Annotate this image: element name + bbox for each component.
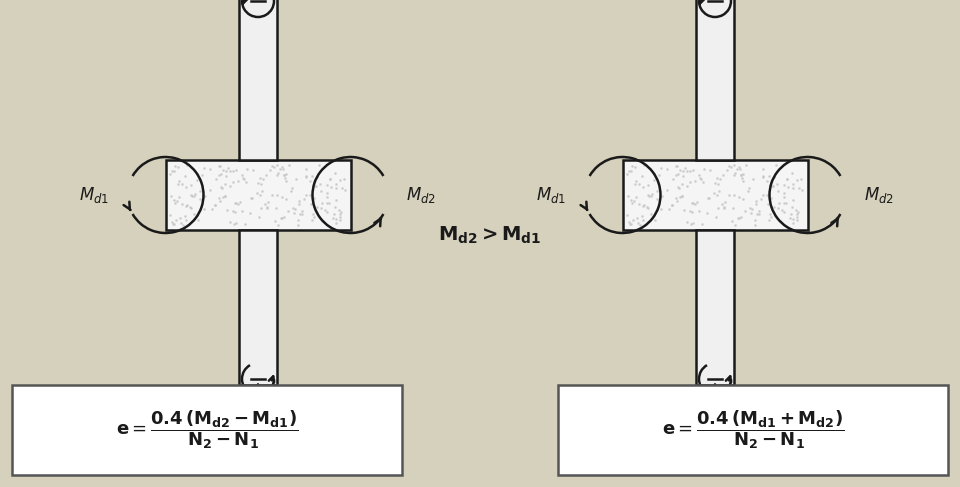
- Bar: [239, 230, 277, 385]
- Bar: [622, 160, 807, 230]
- Bar: [239, 0, 277, 160]
- Bar: [696, 0, 734, 160]
- Text: $N_2$: $N_2$: [723, 432, 742, 450]
- Text: $M_{d1}$: $M_{d1}$: [80, 185, 109, 205]
- Bar: [165, 160, 350, 230]
- Text: $N_2$: $N_2$: [266, 432, 285, 450]
- Text: $\mathbf{e} = \dfrac{\mathbf{0.4\,(M_{d2}-M_{d1})}}{\mathbf{N_2-N_1}}$: $\mathbf{e} = \dfrac{\mathbf{0.4\,(M_{d2…: [116, 409, 299, 451]
- Text: $\mathbf{e} = \dfrac{\mathbf{0.4\,(M_{d1}+M_{d2})}}{\mathbf{N_2-N_1}}$: $\mathbf{e} = \dfrac{\mathbf{0.4\,(M_{d1…: [661, 409, 844, 451]
- Text: $M_{d2}$: $M_{d2}$: [406, 185, 437, 205]
- Bar: [12, 385, 402, 475]
- Text: $\mathbf{M_{d2} > M_{d1}}$: $\mathbf{M_{d2} > M_{d1}}$: [439, 225, 541, 245]
- Bar: [696, 230, 734, 385]
- Text: $M_{d2}$: $M_{d2}$: [863, 185, 894, 205]
- Bar: [558, 385, 948, 475]
- Text: $M_{d1}$: $M_{d1}$: [537, 185, 566, 205]
